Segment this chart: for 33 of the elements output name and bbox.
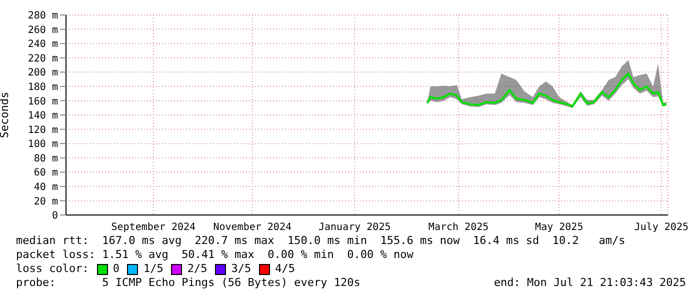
- text: median rtt: 167.0 ms avg 220.7 ms max 150.0 ms min 155.6 ms now 16.4 ms sd 10.2 am/s: [16, 234, 626, 248]
- y-tick-label: 140 m: [28, 110, 58, 122]
- y-tick-label: 60 m: [34, 168, 58, 179]
- x-tick-label: January 2025: [318, 222, 391, 234]
- y-tick-label: 280 m: [28, 10, 58, 22]
- legend-label: 0: [112, 262, 120, 276]
- y-tick-label: 200 m: [28, 68, 58, 79]
- text: packet loss: 1.51 % avg 50.41 % max 0.00 % min 0.00 % now: [16, 248, 414, 262]
- x-tick-label: March 2025: [428, 222, 489, 234]
- legend-label: 1/5: [143, 262, 164, 276]
- y-tick-label: 120 m: [28, 124, 58, 136]
- y-tick-label: 20 m: [34, 196, 58, 208]
- y-tick-label: 0: [52, 210, 58, 222]
- x-tick-label: November 2024: [213, 222, 292, 234]
- legend-label: 3/5: [231, 262, 252, 276]
- line-series: [426, 72, 668, 108]
- y-tick-label: 240 m: [28, 39, 58, 50]
- legend-title: loss color:: [16, 262, 89, 276]
- x-tick-label: May 2025: [535, 222, 584, 234]
- y-tick-label: 80 m: [34, 153, 58, 164]
- y-tick-label: 260 m: [28, 24, 58, 36]
- y-tick-label: 180 m: [28, 82, 58, 93]
- y-tick-label: 220 m: [28, 53, 58, 64]
- y-tick-label: 160 m: [28, 96, 58, 108]
- y-tick-label: 40 m: [34, 182, 58, 193]
- legend-label: 4/5: [275, 262, 295, 276]
- y-tick-label: 100 m: [28, 139, 58, 150]
- legend-label: 2/5: [187, 262, 208, 276]
- x-tick-label: September 2024: [111, 222, 196, 234]
- text: probe: 5 ICMP Echo Pings (56 Bytes) every 120s: [16, 276, 360, 290]
- y-axis-title: Seconds: [0, 92, 11, 138]
- text: end: Mon Jul 21 21:03:43 2025: [494, 276, 686, 290]
- x-tick-label: July 2025: [634, 222, 688, 234]
